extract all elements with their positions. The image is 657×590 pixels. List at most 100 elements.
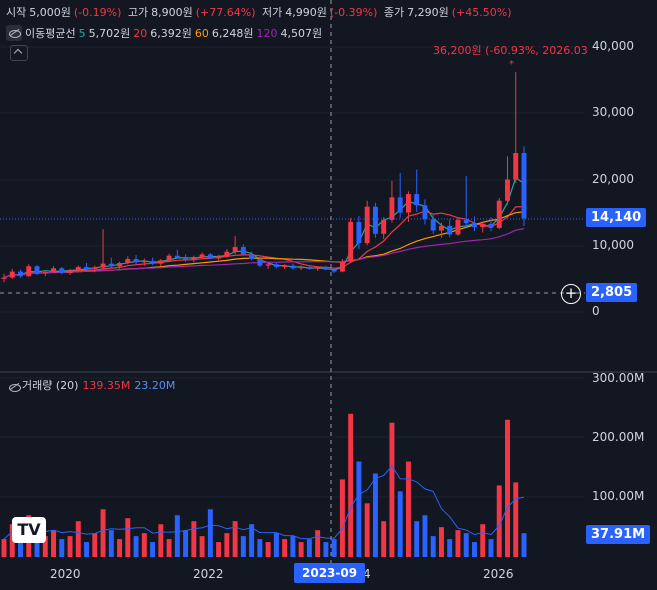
volume-bar <box>273 533 279 557</box>
candle-body <box>166 255 172 261</box>
volume-bar <box>34 533 40 557</box>
volume-legend: 거래량 (20) 139.35M 23.20M <box>6 377 179 393</box>
ma5-period: 5 <box>78 26 86 40</box>
volume-bar <box>348 413 354 557</box>
volume-bar <box>108 530 114 557</box>
high-change: (+77.64%) <box>195 6 256 19</box>
volume-bar <box>315 530 321 557</box>
candle-body <box>372 206 378 234</box>
collapse-legend-button[interactable] <box>10 45 28 61</box>
candle-body <box>240 247 246 255</box>
eye-icon[interactable] <box>6 25 22 41</box>
volume-bar <box>133 536 139 557</box>
candle-body <box>125 259 131 263</box>
open-value: 5,000원 <box>29 6 71 19</box>
price-axis-10000: 10,000 <box>592 238 634 252</box>
volume-eye-icon[interactable] <box>6 379 21 392</box>
candle-body <box>26 266 32 277</box>
candle-body <box>397 197 403 213</box>
ma60-value: 6,248원 <box>211 27 254 40</box>
ma20-period: 20 <box>133 26 148 40</box>
volume-bar <box>141 533 147 557</box>
volume-bar <box>232 521 238 557</box>
volume-bar <box>364 503 370 557</box>
volume-bar <box>381 521 387 557</box>
low-value: 4,990원 <box>285 6 327 19</box>
high-annotation: 36,200원 (-60.93%, 2026.03 <box>433 44 588 57</box>
volume-bar <box>1 539 7 557</box>
volume-bar <box>249 524 255 557</box>
candle-body <box>207 254 213 259</box>
ma-line <box>3 228 525 279</box>
price-axis-40000: 40,000 <box>592 39 634 53</box>
candle-body <box>364 206 370 244</box>
candle-body <box>174 255 180 258</box>
volume-bar <box>505 419 510 557</box>
candle-body <box>381 219 387 234</box>
tradingview-logo[interactable]: TV <box>12 517 46 543</box>
candle-body <box>232 247 238 252</box>
candle-body <box>290 265 296 269</box>
volume-bar <box>59 539 65 557</box>
volume-bar <box>117 539 123 557</box>
candle-body <box>306 266 312 269</box>
volume-bar <box>282 539 288 557</box>
volume-bar <box>174 515 180 557</box>
candle-body <box>191 257 197 260</box>
close-value: 7,290원 <box>407 6 449 19</box>
open-label: 시작 <box>6 6 27 19</box>
volume-value-2: 23.20M <box>134 378 176 392</box>
candle-body <box>249 254 255 259</box>
volume-bar <box>414 521 420 557</box>
candle-body <box>67 270 73 273</box>
high-label: 고가 <box>127 6 149 19</box>
candle-body <box>521 153 527 219</box>
candle-body <box>513 153 519 180</box>
candle-body <box>9 271 15 278</box>
volume-bar <box>455 530 461 557</box>
volume-bar <box>199 536 205 557</box>
crosshair-date-tag: 2023-09 <box>294 563 366 583</box>
volume-bar <box>216 542 222 557</box>
add-alert-plus-icon[interactable]: + <box>561 284 581 304</box>
x-axis-2020: 2020 <box>50 567 81 581</box>
volume-axis-300m: 300.00M <box>592 371 645 385</box>
volume-bar <box>339 479 345 557</box>
candle-body <box>323 267 329 270</box>
candle-body <box>505 179 510 201</box>
candle-body <box>141 260 147 263</box>
candle-body <box>422 205 428 220</box>
volume-label: 거래량 (20) <box>22 379 79 392</box>
candle-body <box>488 223 494 228</box>
high-value: 8,900원 <box>151 6 193 19</box>
volume-bar <box>323 542 329 557</box>
volume-bar <box>405 461 411 557</box>
volume-bar <box>290 536 296 557</box>
volume-bar <box>463 533 469 557</box>
candle-body <box>42 272 48 274</box>
candle-body <box>34 266 40 274</box>
close-label: 종가 <box>383 6 405 19</box>
candle-body <box>84 266 90 269</box>
x-axis-2026: 2026 <box>483 567 514 581</box>
price-axis-20000: 20,000 <box>592 172 634 186</box>
candle-body <box>430 219 436 231</box>
volume-bar <box>306 539 312 557</box>
ma-line <box>3 176 525 279</box>
volume-bar <box>207 509 213 557</box>
volume-bar <box>240 536 246 557</box>
candle-body <box>356 221 362 244</box>
volume-bar <box>447 539 453 557</box>
volume-bar <box>84 542 90 557</box>
crosshair-price-tag: 2,805 <box>586 283 638 302</box>
volume-bar <box>422 515 428 557</box>
candle-body <box>282 265 288 267</box>
volume-bar <box>265 542 271 557</box>
open-change: (-0.19%) <box>73 6 122 19</box>
candle-body <box>339 261 345 272</box>
volume-bar <box>183 530 189 557</box>
candle-body <box>133 259 139 263</box>
candle-body <box>59 268 65 273</box>
candlestick-series <box>1 72 527 283</box>
